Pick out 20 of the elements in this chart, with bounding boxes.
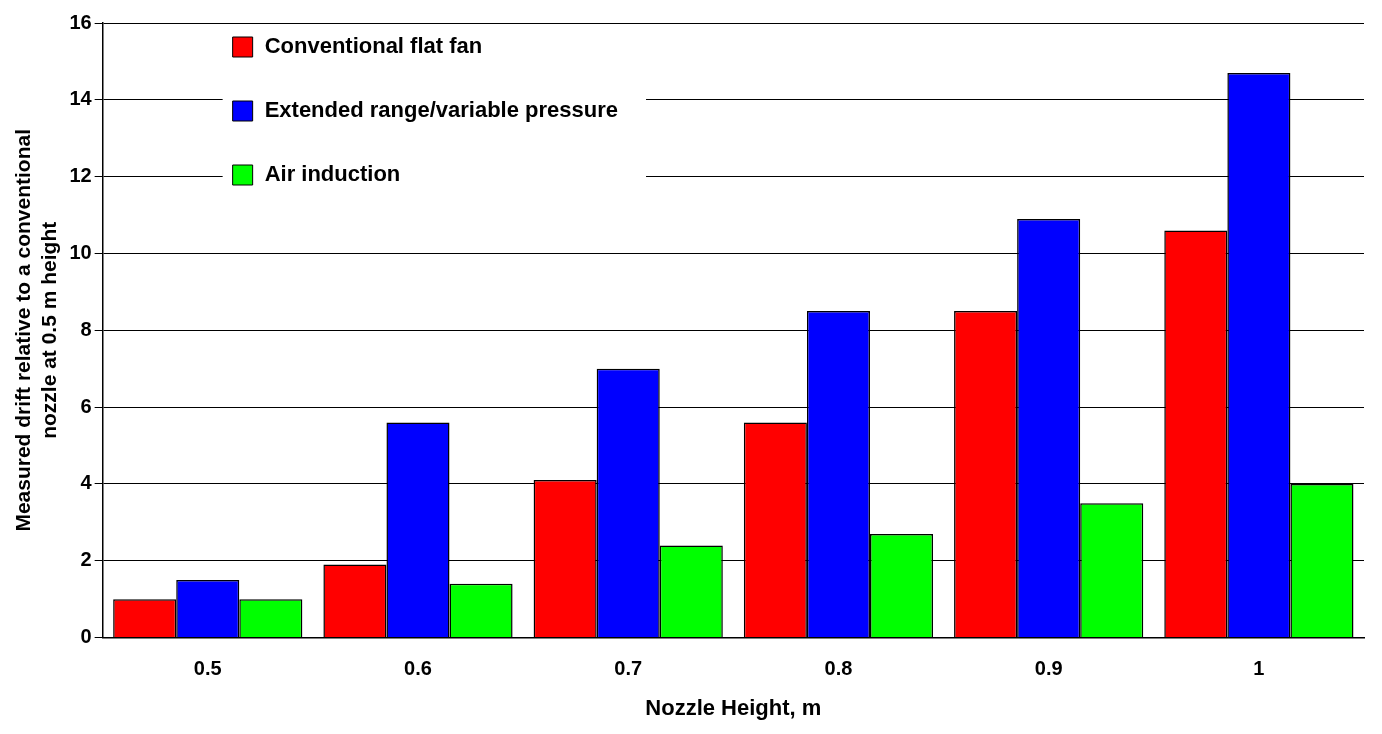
x-axis-title: Nozzle Height, m: [645, 694, 822, 720]
y-tick-label: 2: [80, 548, 92, 571]
y-tick-label: 6: [80, 394, 92, 417]
legend-label: Extended range/variable pressure: [264, 97, 619, 123]
y-tick-label: 0: [80, 625, 92, 648]
legend-label: Conventional flat fan: [264, 33, 483, 59]
x-tick-label: 0.7: [614, 657, 643, 680]
y-tick-label: 4: [80, 471, 93, 494]
y-tick-label: 10: [69, 240, 92, 263]
x-tick-label: 0.5: [193, 657, 222, 680]
x-tick-label: 0.9: [1034, 657, 1063, 680]
x-tick-label: 0.8: [824, 657, 853, 680]
y-tick-label: 14: [69, 87, 93, 110]
y-axis-title: Measured drift relative to a conventional nozzle at 0.5 m height: [11, 129, 60, 532]
y-tick-label: 16: [69, 10, 92, 33]
y-tick-label: 8: [80, 317, 92, 340]
x-tick-label: 1: [1253, 657, 1265, 680]
x-tick-label: 0.6: [404, 657, 432, 680]
legend-label: Air induction: [264, 161, 401, 187]
y-tick-label: 12: [69, 164, 92, 187]
